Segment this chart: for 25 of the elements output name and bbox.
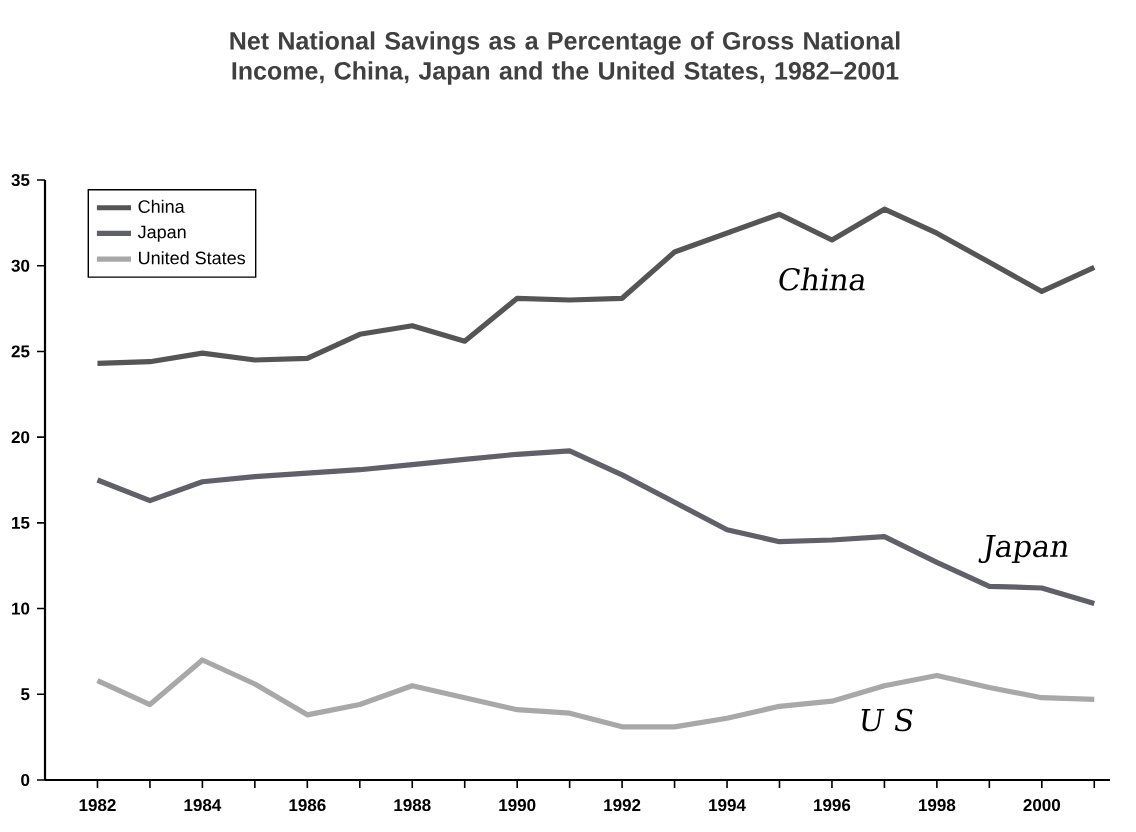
x-tick-label: 2000 xyxy=(1023,799,1060,812)
x-tick-label: 1998 xyxy=(919,799,956,812)
x-tick-label: 1988 xyxy=(394,799,431,812)
y-tick-label: 25 xyxy=(11,345,30,358)
y-tick-label: 35 xyxy=(11,173,30,187)
y-tick-label: 30 xyxy=(11,259,30,272)
annotation: U S xyxy=(861,708,913,732)
x-tick-label: 1992 xyxy=(604,799,641,812)
annotation: Japan xyxy=(978,534,1068,564)
legend-label: United States xyxy=(139,251,246,265)
y-tick-label: 20 xyxy=(11,431,30,444)
x-tick-label: 1990 xyxy=(499,799,536,812)
x-tick-label: 1982 xyxy=(79,799,116,812)
y-tick-label: 15 xyxy=(12,516,30,529)
y-tick-label: 5 xyxy=(21,688,30,701)
x-tick-label: 1984 xyxy=(184,799,222,812)
x-tick-label: 1996 xyxy=(814,799,851,812)
annotation: China xyxy=(779,267,865,291)
chart-title: Net National Savings as a Percentage of Gross National Income, China, Japan and the United States, 1982–2001 xyxy=(230,31,900,85)
x-tick-label: 1986 xyxy=(289,799,326,812)
legend-label: Japan xyxy=(137,225,186,242)
y-tick-label: 10 xyxy=(12,602,30,615)
y-tick-label: 0 xyxy=(21,774,30,787)
x-tick-label: 1994 xyxy=(709,799,746,812)
legend-label: China xyxy=(138,199,185,213)
